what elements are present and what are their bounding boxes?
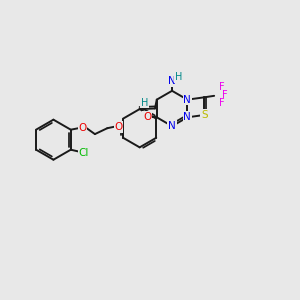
Text: O: O — [78, 123, 87, 133]
Text: Cl: Cl — [79, 148, 89, 158]
Text: N: N — [184, 112, 191, 122]
Text: O: O — [114, 122, 123, 132]
Text: N: N — [168, 76, 176, 86]
Text: H: H — [175, 72, 182, 82]
Text: F: F — [222, 90, 228, 100]
Text: F: F — [219, 82, 225, 92]
Text: H: H — [141, 98, 148, 108]
Text: N: N — [168, 121, 176, 131]
Text: O: O — [143, 112, 152, 122]
Text: N: N — [184, 95, 191, 105]
Text: S: S — [201, 110, 208, 120]
Text: F: F — [219, 98, 225, 109]
